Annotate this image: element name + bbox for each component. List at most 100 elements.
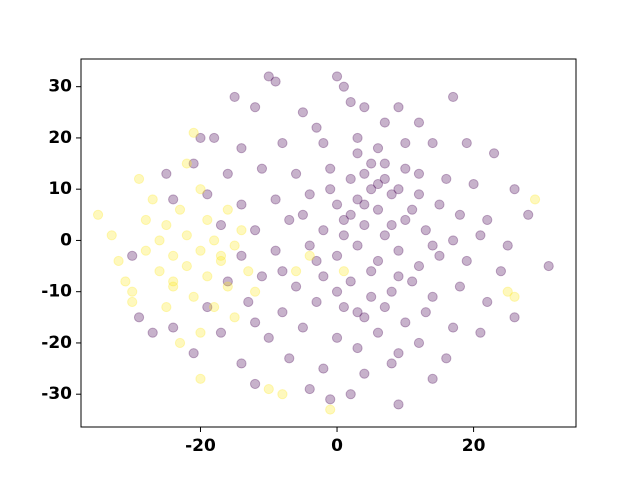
y-tick-label: -30 [41,384,72,404]
scatter-point [236,225,247,236]
scatter-point [407,276,418,287]
scatter-point [113,255,124,267]
scatter-point [434,199,445,210]
scatter-point [420,307,431,318]
scatter-point [311,255,322,267]
scatter-point [338,301,349,313]
scatter-point [277,266,288,277]
scatter-point [222,276,233,287]
scatter-point [161,168,172,179]
scatter-point [140,245,151,256]
scatter-point [475,230,486,241]
scatter-point [195,373,206,384]
y-tick-label: -10 [41,282,72,302]
scatter-point [372,204,384,215]
scatter-point [502,240,513,251]
scatter-point [236,358,247,369]
scatter-point [106,230,117,241]
scatter-point [263,332,274,343]
scatter-point [304,189,315,200]
scatter-point [277,389,288,400]
scatter-point [413,189,425,200]
scatter-point [509,312,520,323]
scatter-point [297,322,308,333]
scatter-point [543,260,554,272]
scatter-point [290,281,302,292]
scatter-point [379,301,390,313]
scatter-point [393,399,404,410]
scatter-point [120,276,131,287]
scatter-point [338,81,349,92]
scatter-point [250,286,261,297]
scatter-point [250,225,261,236]
scatter-point [325,404,336,415]
scatter-point [202,271,213,282]
scatter-point [475,327,486,338]
scatter-point [147,194,158,205]
scatter-point [331,199,343,210]
scatter-point [236,250,247,261]
y-tick-label: 30 [48,77,72,97]
scatter-point [318,137,329,149]
scatter-point [366,291,377,302]
scatter-point [229,312,240,323]
scatter-point [331,71,343,82]
scatter-point [509,291,520,302]
scatter-point [352,194,363,205]
scatter-point [154,235,165,246]
scatter-point [338,230,349,241]
x-tick-label: -20 [185,436,216,456]
scatter-point [250,317,261,328]
scatter-point [366,158,377,169]
scatter-point [359,312,370,323]
scatter-point [304,383,315,395]
scatter-point [441,353,452,364]
scatter-point [215,219,227,231]
scatter-point [359,102,370,113]
scatter-point [270,245,281,256]
scatter-point [222,168,233,179]
scatter-point [393,245,404,256]
scatter-point [345,276,356,287]
scatter-point [413,337,425,349]
scatter-point [277,137,288,149]
scatter-point [482,296,493,308]
plot-frame [80,58,577,428]
scatter-point [352,240,363,251]
scatter-point [181,230,192,241]
scatter-point [393,348,404,359]
scatter-point [345,173,356,185]
scatter-point [372,327,384,338]
scatter-point [168,281,179,292]
scatter-point [188,158,199,169]
scatter-point [168,194,179,205]
scatter-point [468,178,479,190]
scatter-point [427,291,438,302]
scatter-point [427,137,438,149]
scatter-point [290,266,302,277]
scatter-point [263,383,274,395]
scatter-point [174,204,186,215]
scatter-point [133,312,145,323]
scatter-point [386,286,397,297]
scatter-point [181,158,192,169]
scatter-point [127,250,138,261]
scatter-point [372,255,384,267]
scatter-point [168,276,179,287]
scatter-point [434,250,445,261]
scatter-point [488,148,500,159]
scatter-point [202,301,213,313]
y-tick-label: 0 [60,230,72,250]
scatter-point [400,214,411,226]
scatter-point [413,117,425,128]
scatter-point [188,291,199,302]
scatter-point [352,307,363,318]
scatter-point [359,368,370,379]
scatter-point [352,132,363,144]
scatter-point [168,250,179,261]
scatter-point [372,178,384,190]
scatter-point [263,71,274,82]
scatter-point [195,184,206,195]
scatter-point [229,240,240,251]
scatter-point [393,271,404,282]
